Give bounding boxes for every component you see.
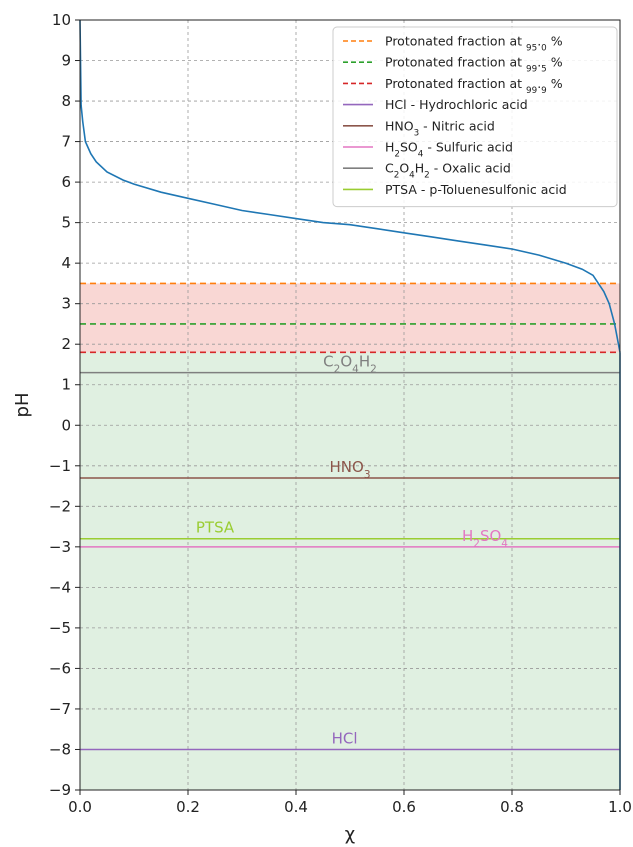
y-tick-label: 0	[61, 416, 71, 434]
y-axis-label: pH	[12, 393, 33, 418]
y-tick-label: −7	[49, 700, 71, 718]
y-tick-label: −6	[49, 659, 71, 677]
annotation-hcl: HCl	[332, 729, 358, 747]
x-tick-label: 0.8	[500, 798, 524, 816]
y-tick-label: −9	[49, 781, 71, 799]
y-tick-label: −5	[49, 619, 71, 637]
shaded-region-1	[80, 352, 620, 790]
legend-label: PTSA - p-Toluenesulfonic acid	[385, 182, 567, 197]
y-tick-label: −2	[49, 497, 71, 515]
y-tick-label: 4	[61, 254, 71, 272]
legend-label: HCl - Hydrochloric acid	[385, 97, 528, 112]
y-tick-label: 6	[61, 173, 71, 191]
y-axis-ticks: −9 −8 −7 −6 −5 −4 −3 −2 −1 0 1 2 3 4 5 6 7 8 9 10	[49, 11, 80, 799]
annotation-ptsa: PTSA	[196, 519, 235, 537]
y-tick-label: −1	[49, 457, 71, 475]
y-tick-label: −4	[49, 578, 71, 596]
y-tick-label: 1	[61, 376, 71, 394]
x-axis-label: χ	[345, 824, 355, 845]
legend: Protonated fraction at 95.0 %Protonated …	[333, 27, 617, 207]
y-tick-label: 2	[61, 335, 71, 353]
y-tick-label: 5	[61, 214, 71, 232]
y-tick-label: 7	[61, 133, 71, 151]
y-tick-label: 3	[61, 295, 71, 313]
x-tick-label: 0.4	[284, 798, 308, 816]
x-tick-label: 0.2	[176, 798, 200, 816]
y-tick-label: −3	[49, 538, 71, 556]
y-tick-label: −8	[49, 740, 71, 758]
x-tick-label: 1.0	[608, 798, 632, 816]
y-tick-label: 9	[61, 52, 71, 70]
shaded-region-0	[80, 283, 620, 352]
x-tick-label: 0.0	[68, 798, 92, 816]
y-tick-label: 10	[52, 11, 71, 29]
x-axis-ticks: 0.0 0.2 0.4 0.6 0.8 1.0	[68, 790, 632, 816]
y-tick-label: 8	[61, 92, 71, 110]
x-tick-label: 0.6	[392, 798, 416, 816]
